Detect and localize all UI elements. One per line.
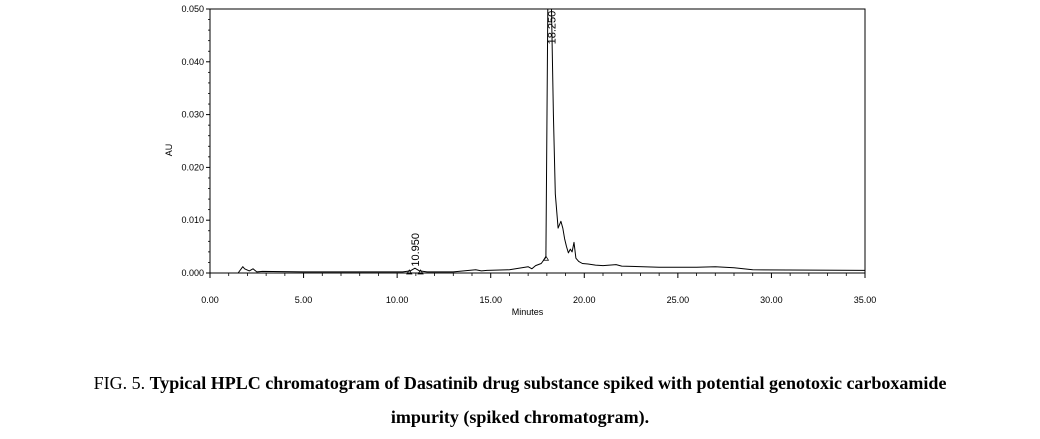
- x-tick-label: 10.00: [386, 295, 409, 305]
- peak-retention-label: 10.950: [410, 233, 422, 267]
- integration-marker: [542, 255, 550, 261]
- x-tick-label: 25.00: [667, 295, 690, 305]
- y-tick-label: 0.020: [181, 162, 204, 172]
- caption-title-line2: impurity (spiked chromatogram).: [390, 407, 650, 427]
- chromatogram-trace: [210, 8, 866, 274]
- y-tick-label: 0.040: [181, 57, 204, 67]
- x-axis-title: Minutes: [512, 307, 544, 317]
- integration-marker: [406, 269, 413, 275]
- figure-caption: FIG. 5. Typical HPLC chromatogram of Das…: [0, 366, 1040, 434]
- x-tick-label: 15.00: [479, 295, 502, 305]
- y-tick-label: 0.050: [181, 4, 204, 14]
- x-tick-label: 20.00: [573, 295, 596, 305]
- plot-frame: [209, 8, 866, 274]
- chromatogram-plot: 0.000 0.010 0.020 0.030 0.040 0.050 0.00 5.00 10…: [164, 4, 877, 317]
- integration-marker: [417, 269, 424, 275]
- y-axis-title: AU: [164, 144, 174, 157]
- peak-retention-label: 18.250: [547, 11, 559, 45]
- y-tick-label: 0.000: [181, 268, 204, 278]
- x-tick-label: 35.00: [854, 295, 877, 305]
- x-tick-label: 5.00: [295, 295, 313, 305]
- caption-prefix: FIG. 5.: [93, 373, 150, 393]
- chromatogram-chart: 0.000 0.010 0.020 0.030 0.040 0.050 0.00 5.00 10…: [164, 4, 877, 317]
- x-tick-label: 30.00: [760, 295, 783, 305]
- y-tick-label: 0.010: [181, 215, 204, 225]
- y-tick-label: 0.030: [181, 110, 204, 120]
- x-tick-label: 0.00: [201, 295, 219, 305]
- caption-title-line1: Typical HPLC chromatogram of Dasatinib d…: [149, 373, 947, 393]
